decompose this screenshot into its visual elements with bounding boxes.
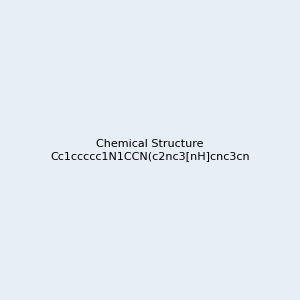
Text: Chemical Structure
Cc1ccccc1N1CCN(c2nc3[nH]cnc3cn: Chemical Structure Cc1ccccc1N1CCN(c2nc3[… (50, 139, 250, 161)
